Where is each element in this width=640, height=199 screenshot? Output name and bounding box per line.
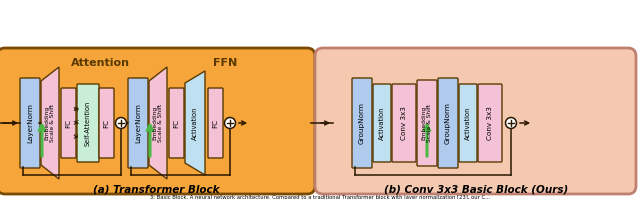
FancyBboxPatch shape — [208, 88, 223, 158]
Text: (a) Transformer Block: (a) Transformer Block — [93, 185, 220, 195]
FancyBboxPatch shape — [417, 80, 437, 166]
Text: FFN: FFN — [213, 58, 237, 68]
Text: FC: FC — [212, 118, 218, 128]
FancyBboxPatch shape — [0, 48, 315, 194]
Text: Embedding
Scale & Shift: Embedding Scale & Shift — [152, 104, 163, 142]
FancyBboxPatch shape — [478, 84, 502, 162]
Text: Embedding
Scale & Shift: Embedding Scale & Shift — [45, 104, 56, 142]
FancyBboxPatch shape — [169, 88, 184, 158]
FancyBboxPatch shape — [459, 84, 477, 162]
Polygon shape — [41, 67, 59, 179]
FancyBboxPatch shape — [20, 78, 40, 168]
FancyBboxPatch shape — [128, 78, 148, 168]
Text: 3: Basic Block. A neural network architecture. Compared to a traditional Transfo: 3: Basic Block. A neural network archite… — [150, 194, 490, 199]
Text: Activation: Activation — [465, 106, 471, 140]
Text: (b) Conv 3x3 Basic Block (Ours): (b) Conv 3x3 Basic Block (Ours) — [384, 185, 568, 195]
Text: Q: Q — [74, 106, 79, 111]
Circle shape — [115, 117, 127, 129]
Polygon shape — [185, 71, 205, 175]
Circle shape — [225, 117, 236, 129]
Text: Conv 3x3: Conv 3x3 — [401, 106, 407, 140]
FancyBboxPatch shape — [373, 84, 391, 162]
Text: Embedding
Scale & Shift: Embedding Scale & Shift — [422, 104, 433, 142]
Text: GroupNorm: GroupNorm — [445, 102, 451, 144]
Text: K: K — [74, 121, 78, 126]
FancyBboxPatch shape — [315, 48, 636, 194]
Text: GroupNorm: GroupNorm — [359, 102, 365, 144]
Text: Conv 3x3: Conv 3x3 — [487, 106, 493, 140]
FancyBboxPatch shape — [352, 78, 372, 168]
FancyBboxPatch shape — [392, 84, 416, 162]
Circle shape — [506, 117, 516, 129]
Text: Attention: Attention — [70, 58, 129, 68]
Text: FC: FC — [173, 118, 179, 128]
Text: Activation: Activation — [192, 106, 198, 140]
Text: V: V — [74, 135, 78, 139]
Text: Self-Attention: Self-Attention — [85, 100, 91, 146]
FancyBboxPatch shape — [99, 88, 114, 158]
FancyBboxPatch shape — [438, 78, 458, 168]
Polygon shape — [149, 67, 167, 179]
FancyBboxPatch shape — [61, 88, 76, 158]
Text: FC: FC — [65, 118, 72, 128]
Text: Activation: Activation — [379, 106, 385, 140]
Text: LayerNorm: LayerNorm — [135, 103, 141, 143]
Text: FC: FC — [104, 118, 109, 128]
Text: LayerNorm: LayerNorm — [27, 103, 33, 143]
FancyBboxPatch shape — [77, 84, 99, 162]
